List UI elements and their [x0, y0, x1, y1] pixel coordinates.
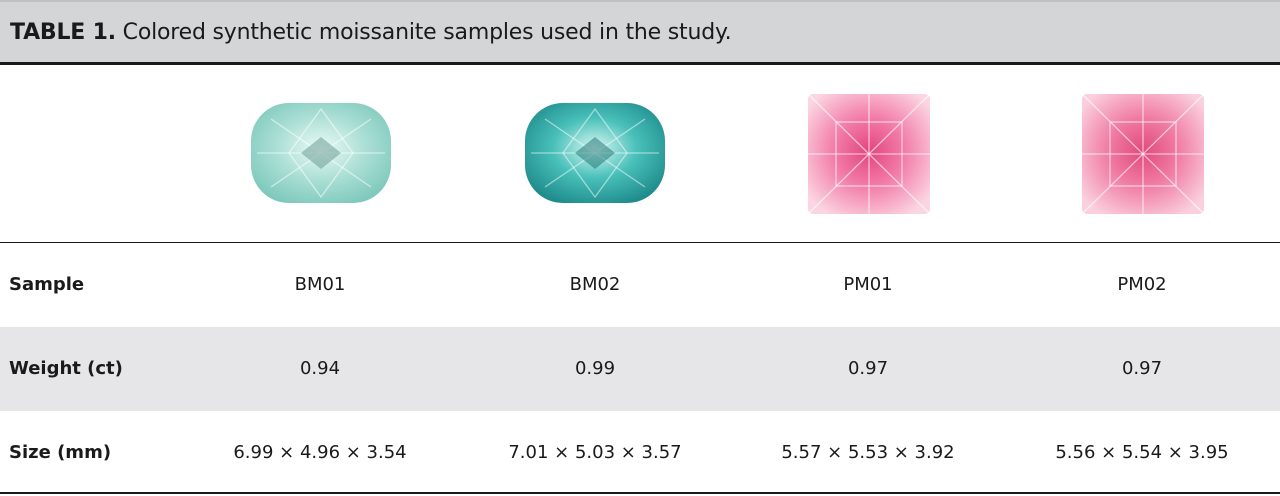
row-header-sample: Sample [9, 274, 85, 295]
table-caption-bar: TABLE 1. Colored synthetic moissanite sa… [0, 0, 1280, 62]
table-title: Colored synthetic moissanite samples use… [115, 20, 732, 45]
moissanite-BM02-photo [525, 103, 665, 203]
table-row-weight: Weight (ct) 0.94 0.99 0.97 0.97 [0, 327, 1280, 411]
top-rule [0, 62, 1280, 65]
cell-weight-pm02: 0.97 [1121, 358, 1163, 379]
cell-size-pm01: 5.57 × 5.53 × 3.92 [781, 442, 955, 463]
cell-size-bm02: 7.01 × 5.03 × 3.57 [508, 442, 682, 463]
bottom-rule [0, 492, 1280, 494]
image-divider-rule [0, 242, 1280, 243]
cell-sample-pm01: PM01 [843, 274, 893, 295]
row-header-weight: Weight (ct) [9, 358, 123, 379]
table-number: TABLE 1. [10, 20, 116, 45]
row-header-size: Size (mm) [9, 442, 112, 463]
cell-weight-pm01: 0.97 [847, 358, 889, 379]
cell-weight-bm02: 0.99 [574, 358, 616, 379]
cell-sample-pm02: PM02 [1117, 274, 1167, 295]
table-caption: TABLE 1. Colored synthetic moissanite sa… [10, 20, 732, 45]
moissanite-PM02-photo [1081, 93, 1205, 215]
table-row-size: Size (mm) 6.99 × 4.96 × 3.54 7.01 × 5.03… [0, 411, 1280, 495]
moissanite-PM01-photo [807, 93, 931, 215]
cell-size-pm02: 5.56 × 5.54 × 3.95 [1055, 442, 1229, 463]
cell-sample-bm01: BM01 [294, 274, 346, 295]
table-row-sample: Sample BM01 BM02 PM01 PM02 [0, 243, 1280, 327]
cell-sample-bm02: BM02 [569, 274, 621, 295]
cell-weight-bm01: 0.94 [299, 358, 341, 379]
cell-size-bm01: 6.99 × 4.96 × 3.54 [233, 442, 407, 463]
moissanite-BM01-photo [251, 103, 391, 203]
